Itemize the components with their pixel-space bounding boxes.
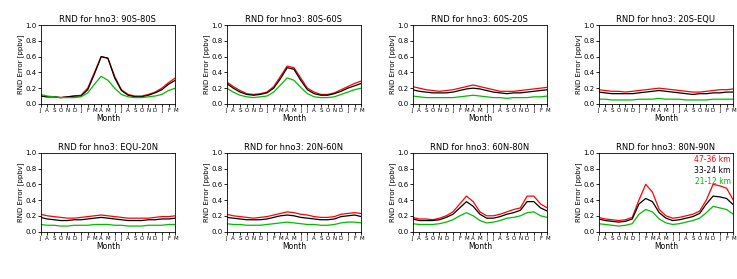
Title: RND for hno3: 20S-EQU: RND for hno3: 20S-EQU: [616, 15, 716, 24]
X-axis label: Month: Month: [468, 114, 492, 124]
Y-axis label: RND Error [ppbv]: RND Error [ppbv]: [575, 162, 581, 222]
X-axis label: Month: Month: [282, 242, 306, 251]
Y-axis label: RND Error [ppbv]: RND Error [ppbv]: [389, 35, 396, 94]
Title: RND for hno3: 60N-80N: RND for hno3: 60N-80N: [430, 143, 530, 152]
Y-axis label: RND Error [ppbv]: RND Error [ppbv]: [203, 35, 210, 94]
Y-axis label: RND Error [ppbv]: RND Error [ppbv]: [203, 162, 210, 222]
Title: RND for hno3: 20N-60N: RND for hno3: 20N-60N: [245, 143, 343, 152]
X-axis label: Month: Month: [654, 242, 678, 251]
Y-axis label: RND Error [ppbv]: RND Error [ppbv]: [575, 35, 581, 94]
X-axis label: Month: Month: [468, 242, 492, 251]
X-axis label: Month: Month: [282, 114, 306, 124]
X-axis label: Month: Month: [654, 114, 678, 124]
Text: 33-24 km: 33-24 km: [694, 166, 730, 175]
Text: 47-36 km: 47-36 km: [694, 155, 730, 164]
Title: RND for hno3: 80S-60S: RND for hno3: 80S-60S: [245, 15, 343, 24]
Title: RND for hno3: 90S-80S: RND for hno3: 90S-80S: [60, 15, 156, 24]
Y-axis label: RND Error [ppbv]: RND Error [ppbv]: [389, 162, 396, 222]
Y-axis label: RND Error [ppbv]: RND Error [ppbv]: [17, 35, 24, 94]
Title: RND for hno3: EQU-20N: RND for hno3: EQU-20N: [58, 143, 158, 152]
Title: RND for hno3: 80N-90N: RND for hno3: 80N-90N: [616, 143, 716, 152]
Y-axis label: RND Error [ppbv]: RND Error [ppbv]: [17, 162, 24, 222]
Title: RND for hno3: 60S-20S: RND for hno3: 60S-20S: [431, 15, 528, 24]
X-axis label: Month: Month: [96, 242, 120, 251]
Text: 21-12 km: 21-12 km: [694, 177, 730, 186]
X-axis label: Month: Month: [96, 114, 120, 124]
